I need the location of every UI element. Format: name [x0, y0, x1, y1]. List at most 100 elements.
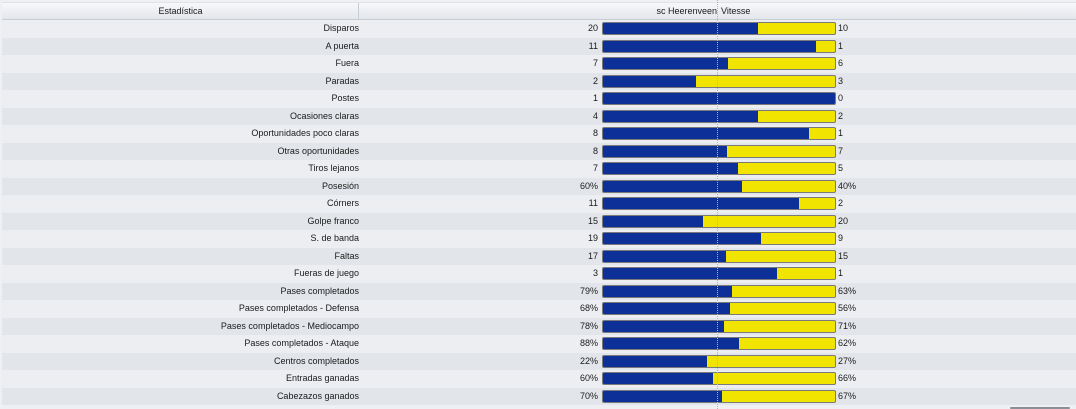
comparison-bar	[602, 162, 836, 175]
away-value: 10	[838, 23, 849, 33]
stat-label: Pases completados - Defensa	[238, 303, 359, 313]
away-value: 7	[838, 145, 844, 156]
table-header: Estadística sc Heerenveen Vitesse	[2, 2, 1076, 20]
table-row: S. de banda 19 9	[2, 230, 1076, 248]
scrollbar-handle[interactable]	[1010, 407, 1070, 409]
away-value: 6	[838, 58, 844, 68]
away-value: 67%	[838, 390, 857, 401]
table-row: Ocasiones claras 4 2	[2, 107, 1076, 125]
table-row: Disparos 20 10	[2, 20, 1076, 38]
table-row: Pases completados - Defensa 68% 56%	[2, 300, 1076, 318]
home-bar-fill	[603, 23, 758, 34]
stat-label: Tiros lejanos	[308, 163, 359, 173]
table-row: Otras oportunidades 8 7	[2, 142, 1076, 160]
table-row: Tiros lejanos 7 5	[2, 160, 1076, 178]
home-bar-fill	[603, 58, 728, 69]
home-value: 60%	[579, 180, 598, 191]
home-bar-fill	[603, 390, 722, 402]
home-bar-fill	[603, 355, 708, 367]
home-value: 70%	[579, 390, 598, 401]
stat-label: Ocasiones claras	[289, 110, 359, 121]
stat-label: Pases completados - Ataque	[244, 338, 359, 348]
comparison-bar	[602, 92, 836, 105]
comparison-bar	[602, 284, 836, 298]
comparison-bar	[602, 337, 836, 350]
stat-label: Entradas ganadas	[285, 373, 359, 383]
home-value: 15	[587, 215, 598, 226]
home-value: 8	[592, 145, 598, 156]
comparison-bar	[602, 57, 836, 70]
away-value: 2	[838, 110, 844, 121]
comparison-bar	[602, 389, 836, 403]
stat-label: Pases completados	[280, 285, 359, 296]
table-row: Entradas ganadas 60% 66%	[2, 370, 1076, 388]
home-value: 60%	[579, 373, 598, 383]
table-row: Golpe franco 15 20	[2, 212, 1076, 230]
home-value: 4	[592, 110, 598, 121]
home-bar-fill	[603, 145, 727, 157]
stat-label: Otras oportunidades	[277, 145, 359, 156]
comparison-bar	[602, 249, 836, 263]
home-bar-fill	[603, 128, 810, 139]
stat-label: Paradas	[325, 75, 359, 86]
home-bar-fill	[603, 268, 777, 279]
stat-label: Fuera	[335, 58, 359, 68]
away-value: 1	[838, 40, 844, 51]
header-stat-label: Estadística	[158, 6, 203, 16]
comparison-bar	[602, 22, 836, 35]
away-value: 71%	[838, 320, 857, 331]
stat-label: Córners	[326, 198, 359, 208]
home-bar-fill	[603, 233, 761, 244]
home-value: 11	[588, 198, 598, 208]
stat-label: Golpe franco	[307, 215, 359, 226]
comparison-bar	[602, 197, 836, 210]
table-row: Córners 11 2	[2, 195, 1076, 213]
home-value: 22%	[579, 355, 598, 366]
home-value: 19	[587, 233, 598, 243]
stat-label: Postes	[331, 93, 359, 103]
away-value: 66%	[838, 373, 857, 383]
stat-label: Faltas	[334, 250, 359, 261]
table-row: Pases completados 79% 63%	[2, 282, 1076, 300]
home-bar-fill	[603, 180, 743, 192]
home-bar-fill	[603, 198, 800, 209]
header-away-team: Vitesse	[721, 6, 751, 16]
home-bar-fill	[603, 250, 727, 262]
stat-label: Fueras de juego	[293, 268, 359, 278]
table-row: Centros completados 22% 27%	[2, 352, 1076, 370]
stat-label: Disparos	[323, 23, 359, 33]
table-row: Pases completados - Mediocampo 78% 71%	[2, 317, 1076, 335]
home-value: 8	[592, 128, 598, 138]
stat-label: Oportunidades poco claras	[251, 128, 359, 138]
away-value: 27%	[838, 355, 857, 366]
header-home-team: sc Heerenveen	[656, 6, 717, 16]
stats-rows: Disparos 20 10 A puerta 11 1 Fuera 7 6 Paradas 2 3 P…	[2, 20, 1076, 405]
comparison-bar	[602, 127, 836, 140]
away-value: 20	[838, 215, 849, 226]
away-value: 56%	[838, 303, 857, 313]
away-value: 2	[838, 198, 844, 208]
comparison-bar	[602, 267, 836, 280]
stat-label: Cabezazos ganados	[276, 390, 359, 401]
home-bar-fill	[603, 75, 696, 87]
table-row: A puerta 11 1	[2, 37, 1076, 55]
home-value: 88%	[579, 338, 598, 348]
away-value: 62%	[838, 338, 857, 348]
home-value: 11	[588, 40, 598, 51]
comparison-bar	[602, 214, 836, 228]
home-bar-fill	[603, 373, 714, 384]
comparison-bar	[602, 354, 836, 368]
table-row: Faltas 17 15	[2, 247, 1076, 265]
home-bar-fill	[603, 93, 835, 104]
away-value: 15	[838, 250, 849, 261]
table-row: Fuera 7 6	[2, 55, 1076, 73]
stat-label: Posesión	[321, 180, 359, 191]
stat-label: Pases completados - Mediocampo	[220, 320, 359, 331]
away-value: 3	[838, 75, 844, 86]
comparison-bar	[602, 144, 836, 158]
home-value: 20	[587, 23, 598, 33]
table-row: Paradas 2 3	[2, 72, 1076, 90]
header-stat-column[interactable]: Estadística	[2, 3, 359, 19]
home-value: 1	[592, 93, 598, 103]
table-row: Pases completados - Ataque 88% 62%	[2, 335, 1076, 353]
